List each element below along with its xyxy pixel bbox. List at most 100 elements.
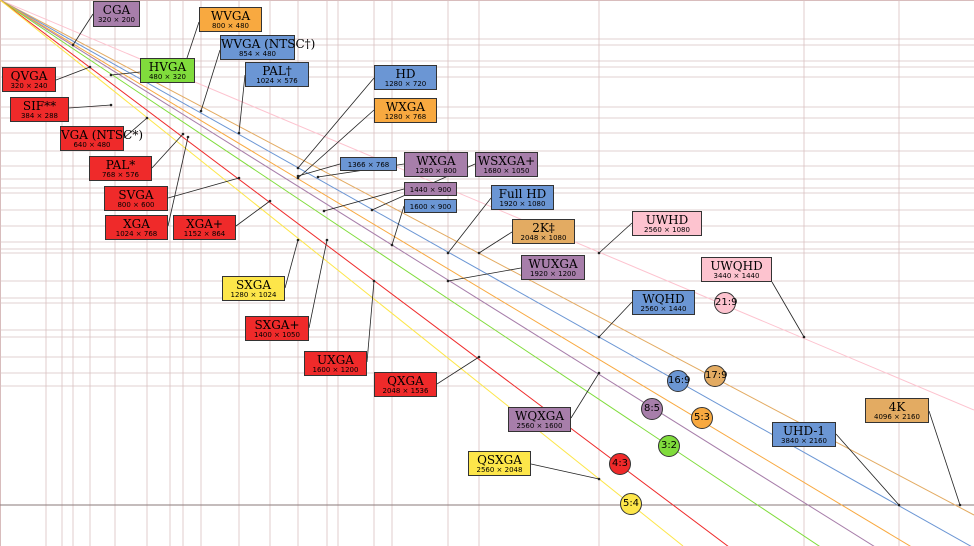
leader-line <box>366 280 375 363</box>
ratio-line-8-5 <box>0 0 875 546</box>
leader-line <box>928 410 961 506</box>
ratio-17-9: 17:9 <box>704 365 727 387</box>
std-wqxga: WQXGA 2560 × 1600 <box>508 407 571 432</box>
std-2k: 2K‡ 2048 × 1080 <box>512 219 575 244</box>
std-sxga-plus: SXGA+ 1400 × 1050 <box>245 316 309 341</box>
leader-dot <box>237 176 241 180</box>
std-wqhd: WQHD 2560 × 1440 <box>632 290 695 315</box>
std-uwhd: UWHD 2560 × 1080 <box>632 211 702 236</box>
leader-dot <box>370 208 374 212</box>
std-sif: SIF** 384 × 288 <box>10 97 69 122</box>
ratio-5-3: 5:3 <box>691 407 713 429</box>
leader-dot <box>597 251 601 255</box>
leader-line <box>284 239 299 289</box>
std-wvga-ntsc: WVGA (NTSC†) 854 × 480 <box>220 35 316 60</box>
leader-dot <box>199 109 203 113</box>
leader-dot <box>897 503 901 507</box>
leader-dot <box>296 238 300 242</box>
leader-dot <box>109 103 113 107</box>
ratio-8-5: 8:5 <box>641 398 663 420</box>
std-uxga: UXGA 1600 × 1200 <box>304 351 367 376</box>
std-wxga-800: WXGA 1280 × 800 <box>404 152 468 177</box>
std-uwqhd: UWQHD 3440 × 1440 <box>701 257 772 282</box>
leader-dot <box>237 131 241 135</box>
leader-line <box>570 372 600 419</box>
leader-line <box>835 433 900 506</box>
leader-dot <box>802 335 806 339</box>
std-xga-plus: XGA+ 1152 × 864 <box>173 215 236 240</box>
leader-line <box>436 356 480 385</box>
leader-line <box>151 133 184 169</box>
leader-dot <box>597 477 601 481</box>
leader-line <box>297 77 375 169</box>
std-hd: HD 1280 × 720 <box>374 65 437 90</box>
ratio-5-4: 5:4 <box>620 493 642 515</box>
ratio-4-3: 4:3 <box>609 453 631 475</box>
leader-dot <box>958 503 962 507</box>
leader-line <box>110 71 141 76</box>
leader-line <box>68 104 112 109</box>
leader-dot <box>446 251 450 255</box>
leader-line <box>167 177 240 199</box>
leader-dot <box>322 209 326 213</box>
std-wxga-768: WXGA 1280 × 768 <box>374 98 437 123</box>
ratio-3-2: 3:2 <box>658 435 680 457</box>
leader-line <box>530 463 600 480</box>
ratio-line-5-4 <box>0 0 684 546</box>
leader-line <box>55 66 91 81</box>
leader-dot <box>390 243 394 247</box>
leader-dot <box>446 279 450 283</box>
std-sxga: SXGA 1280 × 1024 <box>222 276 285 301</box>
ratio-16-9: 16:9 <box>667 370 690 392</box>
std-pal: PAL* 768 × 576 <box>89 156 152 181</box>
std-qsxga: QSXGA 2560 × 2048 <box>468 451 531 476</box>
std-wvga: WVGA 800 × 480 <box>199 7 262 32</box>
std-qvga: QVGA 320 × 240 <box>2 67 56 92</box>
ratio-21-9: 21:9 <box>714 292 737 314</box>
std-1440x900: 1440 × 900 <box>404 182 457 196</box>
leader-line <box>238 74 246 134</box>
leader-dot <box>268 199 272 203</box>
leader-dot <box>88 65 92 69</box>
std-1600x900: 1600 × 900 <box>404 199 457 213</box>
leader-line <box>478 231 513 254</box>
leader-dot <box>316 175 320 179</box>
leader-dot <box>372 279 376 283</box>
std-vga: VGA (NTSC*) 640 × 480 <box>60 126 144 151</box>
std-hvga: HVGA 480 × 320 <box>140 58 195 83</box>
leader-dot <box>109 73 113 77</box>
leader-line <box>598 301 633 338</box>
leader-line <box>123 117 148 139</box>
leader-dot <box>296 176 300 180</box>
std-xga: XGA 1024 × 768 <box>105 215 168 240</box>
std-wsxga-plus: WSXGA+ 1680 × 1050 <box>475 152 538 177</box>
leader-dot <box>296 166 300 170</box>
leader-line <box>308 239 328 329</box>
leader-line <box>200 49 221 112</box>
leader-line <box>323 188 405 212</box>
leader-line <box>391 205 405 246</box>
std-4k: 4K 4096 × 2160 <box>865 398 929 423</box>
std-uhd-1: UHD-1 3840 × 2160 <box>772 422 836 447</box>
leader-dot <box>325 238 329 242</box>
leader-dot <box>597 335 601 339</box>
leader-line <box>771 281 805 338</box>
std-wuxga: WUXGA 1920 × 1200 <box>521 255 585 280</box>
std-1366x768: 1366 × 768 <box>340 157 397 171</box>
leader-dot <box>477 251 481 255</box>
leader-dot <box>186 135 190 139</box>
leader-line <box>598 222 633 254</box>
std-full-hd: Full HD 1920 × 1080 <box>491 185 554 210</box>
leader-dot <box>477 355 481 359</box>
leader-line <box>235 200 271 227</box>
std-svga: SVGA 800 × 600 <box>104 186 168 211</box>
leader-line <box>72 13 94 46</box>
leader-dot <box>181 132 185 136</box>
std-pal-dagger: PAL† 1024 × 576 <box>245 62 309 87</box>
leader-dot <box>597 371 601 375</box>
ratio-line-5-3 <box>0 0 911 546</box>
std-qxga: QXGA 2048 × 1536 <box>374 372 437 397</box>
leader-line <box>297 163 341 177</box>
